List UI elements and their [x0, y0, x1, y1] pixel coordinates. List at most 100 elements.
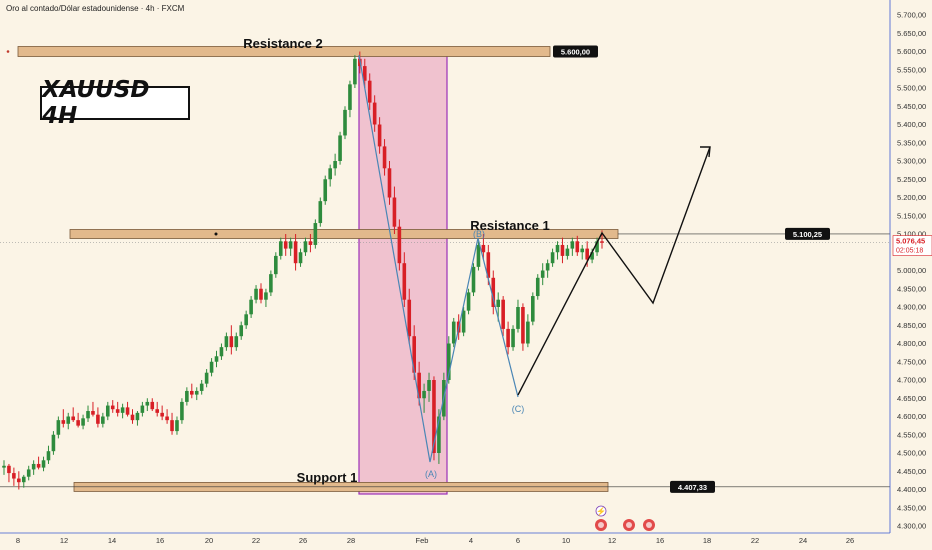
candle	[402, 263, 407, 300]
y-tick-label: 4.900,00	[897, 303, 926, 312]
candle	[244, 314, 248, 326]
y-tick-label: 4.750,00	[897, 357, 926, 366]
candle	[204, 372, 209, 384]
y-tick-label: 4.450,00	[897, 467, 926, 476]
candle	[274, 255, 278, 275]
candle	[451, 321, 456, 344]
y-tick-label: 5.600,00	[897, 47, 926, 56]
candle	[471, 266, 476, 293]
x-tick-label: 16	[656, 536, 664, 545]
candle	[36, 463, 41, 468]
x-tick-label: 22	[252, 536, 260, 545]
y-tick-label: 4.300,00	[897, 522, 926, 531]
candle	[76, 420, 80, 426]
candle	[491, 277, 496, 307]
candle	[353, 58, 357, 85]
price-tag-4407: 4.407,33	[678, 483, 707, 492]
candle	[115, 409, 120, 413]
candle	[269, 274, 273, 293]
candle	[412, 336, 416, 373]
x-tick-label: 28	[347, 536, 355, 545]
candle	[422, 390, 426, 399]
candle	[432, 380, 436, 453]
candle	[283, 241, 288, 249]
candle	[565, 248, 570, 256]
wave-label-b: (B)	[473, 229, 485, 239]
us-flag-icon-inner	[646, 522, 652, 528]
y-tick-label: 5.300,00	[897, 157, 926, 166]
candle	[26, 469, 31, 477]
price-tag-5100: 5.100,25	[793, 230, 822, 239]
candle	[570, 241, 575, 249]
candle	[313, 223, 318, 245]
x-tick-label: 6	[516, 536, 520, 545]
y-tick-label: 4.600,00	[897, 412, 926, 421]
candle	[61, 420, 66, 424]
candle	[550, 252, 555, 264]
y-tick-label: 5.500,00	[897, 84, 926, 93]
candle	[170, 420, 174, 432]
us-flag-icon-inner	[598, 522, 604, 528]
candle	[397, 226, 402, 264]
candle	[540, 270, 545, 278]
candle	[249, 299, 253, 315]
candle	[96, 414, 100, 424]
price-tag-4407-bg	[670, 480, 715, 493]
y-tick-label: 5.000,00	[897, 266, 926, 275]
candle	[101, 416, 105, 424]
zone-1	[17, 46, 551, 57]
projection-arrowhead	[700, 146, 711, 158]
y-tick-label: 4.400,00	[897, 485, 926, 494]
candle	[21, 476, 26, 483]
candle	[323, 179, 328, 202]
y-tick-label: 4.550,00	[897, 430, 926, 439]
event-lightning-icon	[595, 505, 607, 517]
candle	[135, 412, 140, 421]
candle	[125, 407, 130, 415]
y-tick-label: 5.200,00	[897, 193, 926, 202]
candle	[209, 361, 214, 373]
price-tag-5600: 5.600,00	[561, 48, 590, 57]
candle	[160, 412, 164, 417]
wave-label-c: (C)	[512, 404, 525, 414]
x-tick-label: 16	[156, 536, 164, 545]
price-tag-5100-bg	[785, 227, 830, 240]
y-tick-label: 5.250,00	[897, 175, 926, 184]
candle	[417, 372, 421, 399]
y-tick-label: 4.850,00	[897, 321, 926, 330]
candle	[120, 407, 125, 413]
candle	[91, 411, 95, 415]
candle	[382, 146, 387, 169]
candle	[600, 241, 604, 243]
current-price-box	[892, 235, 932, 256]
candle	[367, 80, 372, 103]
wave-line	[358, 54, 519, 463]
candle	[516, 307, 520, 329]
candle	[318, 201, 323, 224]
y-tick-label: 4.350,00	[897, 503, 926, 512]
candle	[372, 102, 377, 125]
candle	[2, 465, 6, 468]
y-tick-label: 4.650,00	[897, 394, 926, 403]
candle	[511, 328, 515, 348]
x-tick-label: 12	[60, 536, 68, 545]
x-tick-label: 12	[608, 536, 616, 545]
candle	[239, 325, 244, 337]
candle	[199, 383, 204, 391]
us-flag-icon-inner	[626, 522, 632, 528]
y-tick-label: 4.700,00	[897, 376, 926, 385]
candle	[130, 414, 135, 421]
candle	[86, 411, 90, 419]
candle	[219, 347, 224, 357]
candle	[56, 420, 61, 435]
candle	[343, 109, 347, 136]
candle	[555, 244, 560, 253]
candle	[486, 252, 491, 278]
x-tick-label: Feb	[416, 536, 429, 545]
candle	[308, 241, 313, 245]
x-tick-label: 4	[469, 536, 473, 545]
y-tick-label: 4.500,00	[897, 449, 926, 458]
candle	[254, 288, 258, 300]
candle	[180, 401, 184, 421]
